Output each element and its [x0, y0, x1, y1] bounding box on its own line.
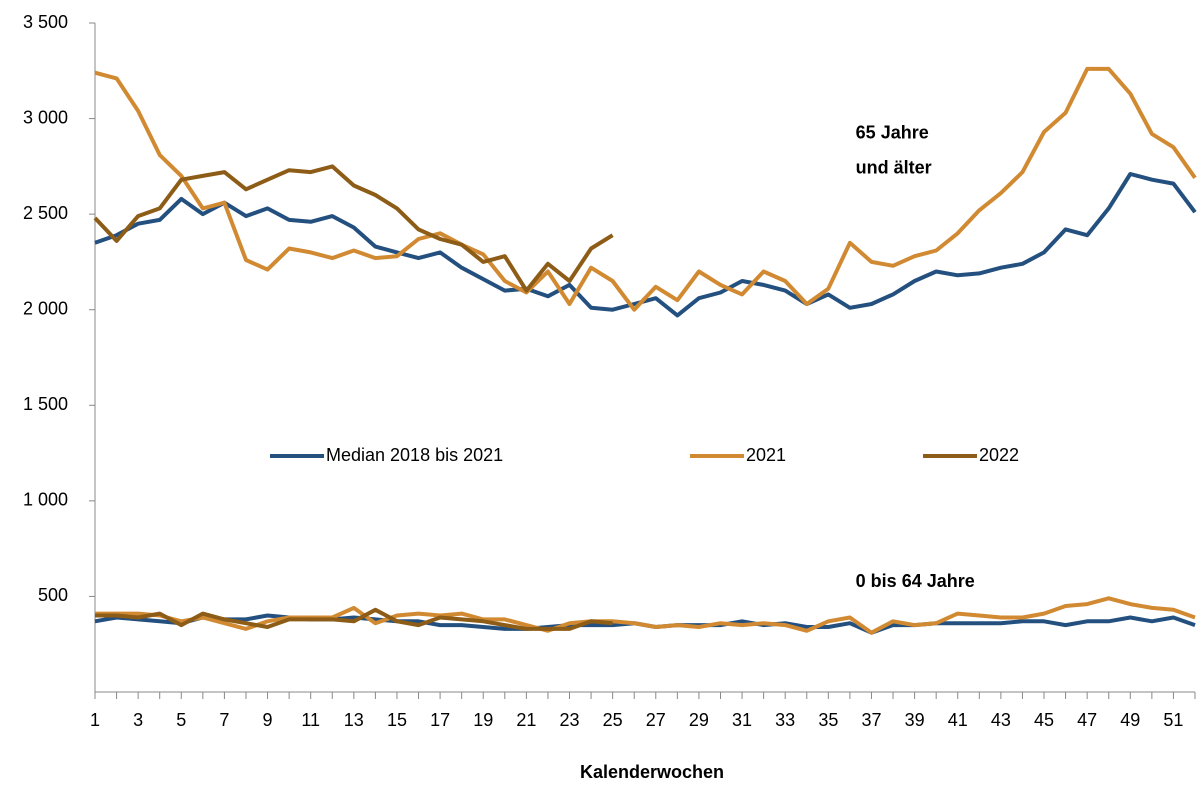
x-tick-label: 11	[301, 710, 320, 730]
x-tick-label: 31	[732, 710, 752, 730]
y-tick-label: 1 500	[23, 394, 68, 414]
series-line	[94, 66, 1197, 312]
legend-label: 2021	[746, 445, 786, 465]
x-tick-label: 17	[430, 710, 450, 730]
y-tick-label: 2 000	[23, 298, 68, 318]
x-tick-label: 29	[689, 710, 709, 730]
x-tick-label: 15	[387, 710, 407, 730]
x-tick-label: 39	[905, 710, 925, 730]
x-tick-label: 1	[90, 710, 100, 730]
x-tick-label: 9	[263, 710, 273, 730]
x-tick-label: 41	[948, 710, 968, 730]
x-tick-label: 19	[473, 710, 493, 730]
legend-label: 2022	[979, 445, 1019, 465]
annotation: 65 Jahre	[856, 123, 929, 143]
x-tick-label: 45	[1034, 710, 1054, 730]
x-tick-label: 37	[861, 710, 881, 730]
x-tick-label: 21	[516, 710, 536, 730]
x-tick-label: 35	[818, 710, 838, 730]
x-tick-label: 5	[176, 710, 186, 730]
x-tick-label: 25	[603, 710, 623, 730]
series-line	[95, 607, 613, 631]
x-tick-label: 49	[1120, 710, 1140, 730]
y-tick-label: 2 500	[23, 203, 68, 223]
x-tick-label: 7	[219, 710, 229, 730]
series-line	[94, 172, 1197, 318]
x-tick-label: 43	[991, 710, 1011, 730]
x-axis-label: Kalenderwochen	[580, 762, 724, 782]
annotation: 0 bis 64 Jahre	[856, 571, 975, 591]
x-tick-label: 3	[133, 710, 143, 730]
y-tick-label: 500	[38, 585, 68, 605]
series-line	[95, 596, 1196, 635]
legend-label: Median 2018 bis 2021	[326, 445, 503, 465]
x-tick-label: 13	[344, 710, 364, 730]
annotation: und älter	[856, 158, 932, 178]
y-tick-label: 3 000	[23, 107, 68, 127]
y-tick-label: 3 500	[23, 12, 68, 32]
x-tick-label: 47	[1077, 710, 1097, 730]
x-tick-label: 27	[646, 710, 666, 730]
x-tick-label: 33	[775, 710, 795, 730]
y-tick-label: 1 000	[23, 490, 68, 510]
x-tick-label: 51	[1163, 710, 1183, 730]
series-line	[93, 164, 614, 293]
x-tick-label: 23	[559, 710, 579, 730]
